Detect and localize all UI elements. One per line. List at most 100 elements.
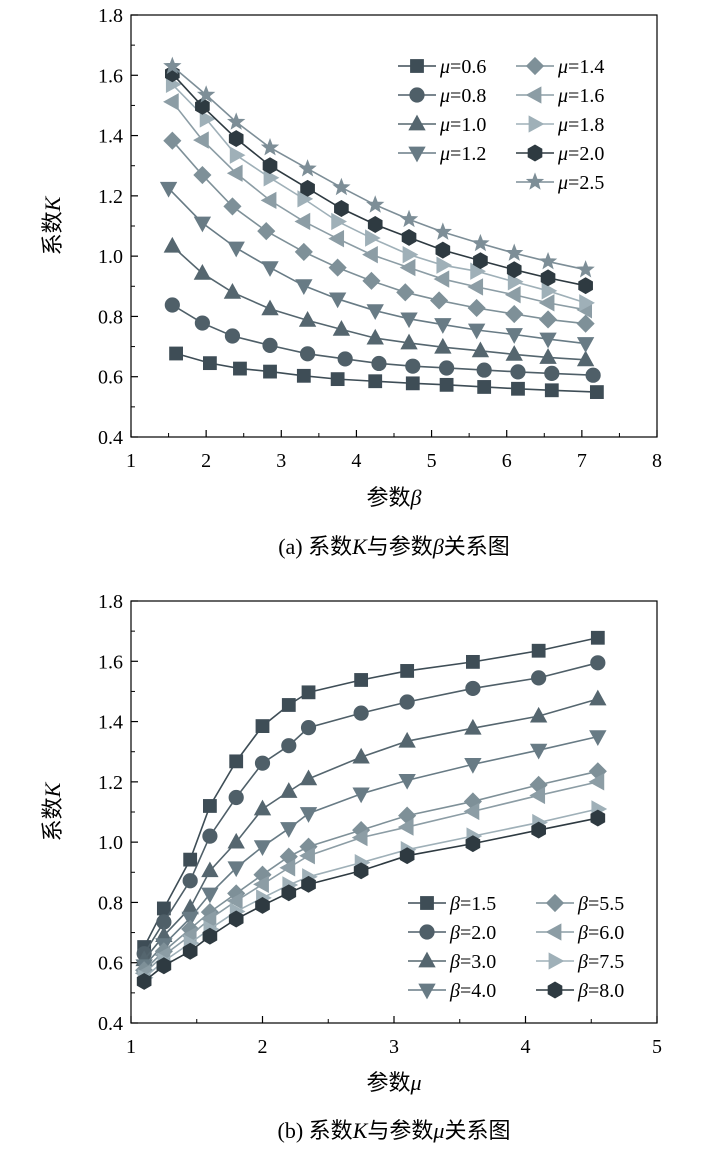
chart-b-data-point [301,685,316,700]
chart-b-data-point [465,835,481,853]
chart-b-legend-var: β [449,893,460,915]
chart-a-data-point [263,364,277,379]
chart-a-data-point [193,165,212,185]
chart-b-data-point [589,730,607,746]
chart-a-legend-label: μ=0.6 [439,56,486,78]
chart-a-series-line [171,83,586,304]
chart-b-data-point [227,861,245,878]
chart-b-y-axis: 0.4 0.6 0.8 1.0 1.2 1.4 1.6 1.8 [98,591,138,1035]
chart-a-series-4 [159,181,595,353]
chart-a-data-point [368,374,383,389]
chart-b-data-point [590,809,606,827]
chart-a-data-point [294,212,311,231]
chart-b-series-2 [136,655,606,962]
chart-a-data-point [362,271,381,290]
chart-a-data-point [261,261,279,277]
chart-b-legend-marker [418,983,436,1000]
chart-a-data-point [227,112,246,130]
chart-a-data-point [328,258,347,277]
chart-a-data-point [261,299,279,316]
chart-a-data-point [164,297,180,313]
chart-a-data-point [366,195,385,213]
chart-b-x-tick-label: 1 [126,1036,136,1058]
chart-a-data-point [227,241,245,258]
chart-b-legend-item: β=4.0 [408,980,496,1002]
chart-b-legend-value: =2.0 [460,922,496,944]
chart-a-legend-value: =2.0 [568,143,604,165]
chart-a-legend-item: μ=2.5 [516,172,604,194]
chart-a-data-point [300,179,315,197]
chart-a-legend-item: μ=1.6 [516,85,604,107]
chart-a-legend-marker [527,144,543,162]
chart-a-series-8 [165,65,593,295]
chart-a-data-point [330,372,345,387]
chart-a-data-point [538,294,555,312]
chart-b-data-point [300,719,317,736]
chart-b-legend-item: β=5.5 [536,893,624,915]
chart-b-y-tick-label: 0.4 [98,1013,123,1035]
chart-a-y-tick-label: 1.6 [98,65,123,87]
chart-b-data-point [156,957,172,975]
chart-b-legend-value: =1.5 [460,893,496,915]
chart-a-data-point [505,328,523,344]
chart-a-legend-item: μ=0.8 [398,85,486,107]
chart-a-data-point [507,273,524,291]
chart-a-y-tick-label: 1.4 [98,126,123,148]
chart-a-data-point [430,291,449,310]
chart-b-data-point [181,911,199,928]
chart-a-data-point [467,323,486,340]
chart-b-legend-value: =3.0 [460,951,496,973]
chart-b-legend-value: =8.0 [588,980,624,1002]
chart-b-data-point [352,787,370,804]
chart-b-legend-var: β [449,980,460,1002]
chart-a-data-point [294,242,313,261]
chart-b-data-point [201,861,219,878]
chart-a-y-axis: 0.4 0.6 0.8 1.0 1.2 1.4 1.6 1.8 [98,5,138,449]
chart-b-data-point [589,689,607,706]
chart-a-data-point [576,260,595,278]
chart-a-data-point [226,164,243,182]
chart-a-x-tick-label: 3 [276,450,286,472]
chart-b-legend-label: β=4.0 [449,980,496,1002]
chart-a-legend-item: μ=1.4 [516,56,604,78]
chart-a-data-point [229,146,246,164]
chart-b-data-point [253,840,272,856]
chart-b-legend-label: β=1.5 [449,893,496,915]
chart-a-data-point [544,383,559,398]
chart-a-data-point [263,169,280,187]
chart-a-legend: μ=0.6μ=0.8μ=1.0μ=1.2μ=1.4μ=1.6μ=1.8μ=2.0… [398,56,604,194]
chart-a-data-point [257,222,276,241]
chart-a-y-axis-label: 系数K [40,195,65,255]
chart-b-legend-marker [420,896,434,910]
chart-a-legend-item: μ=1.2 [398,143,486,165]
chart-a-data-point [435,241,451,259]
chart-b-data-point [399,694,415,710]
chart-b-data-point [354,673,369,687]
chart-a-data-point [477,380,492,394]
chart-a-data-point [362,245,378,264]
chart-a-data-point [366,328,384,345]
chart-a-series-3 [163,236,595,367]
chart-a-legend-value: =0.6 [450,56,486,78]
chart-b-data-point [228,789,244,806]
chart-b-x-tick-label: 5 [652,1036,662,1058]
chart-b-data-point [301,875,316,893]
chart-b-data-point [399,847,415,865]
chart-b-data-point [254,755,271,771]
chart-a-data-point [434,337,452,354]
chart-a-legend-item: μ=1.8 [516,114,604,136]
chart-a-legend-value: =1.0 [450,114,486,136]
chart-b-data-point [588,773,605,791]
chart-a-data-point [467,298,486,318]
chart-b-x-tick-label: 3 [389,1036,399,1058]
chart-a-plot-frame [130,14,658,438]
chart-a-legend-var: μ [557,143,568,165]
chart-a-data-point [433,222,453,240]
chart-b-data-point [464,718,482,735]
chart-a-legend-marker [408,146,426,163]
chart-b-caption-suffix: 关系图 [444,1118,510,1143]
chart-a-data-point [367,216,383,233]
chart-a-y-tick-label: 1.8 [98,5,123,27]
chart-b-data-point [531,670,547,686]
